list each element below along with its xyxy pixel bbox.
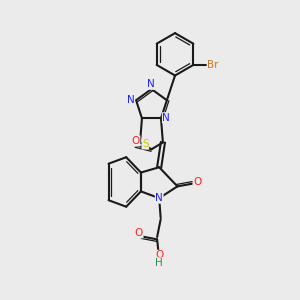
Text: O: O (135, 228, 143, 238)
Text: N: N (155, 193, 163, 203)
Text: Br: Br (207, 60, 219, 70)
Text: N: N (147, 79, 155, 89)
Text: N: N (162, 113, 170, 123)
Text: N: N (127, 95, 135, 105)
Text: S: S (142, 139, 149, 149)
Text: H: H (155, 258, 163, 268)
Text: O: O (155, 250, 163, 260)
Text: O: O (132, 136, 140, 146)
Text: O: O (193, 177, 201, 187)
